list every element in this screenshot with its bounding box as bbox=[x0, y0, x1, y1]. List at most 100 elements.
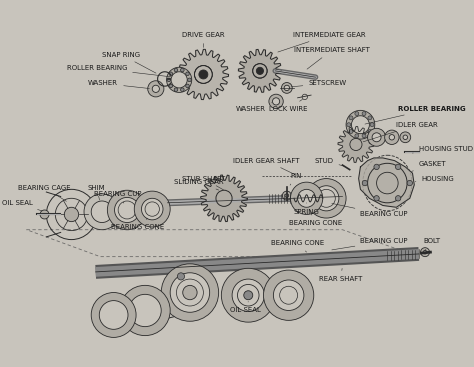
Text: BEARING CUP: BEARING CUP bbox=[94, 191, 142, 203]
Circle shape bbox=[199, 70, 208, 79]
Circle shape bbox=[291, 182, 323, 214]
Circle shape bbox=[181, 68, 184, 72]
Text: DRIVE GEAR: DRIVE GEAR bbox=[182, 32, 225, 47]
Circle shape bbox=[372, 133, 381, 142]
Circle shape bbox=[285, 194, 289, 197]
Circle shape bbox=[166, 67, 191, 92]
Circle shape bbox=[407, 180, 412, 186]
Text: BOLT: BOLT bbox=[423, 239, 440, 250]
Circle shape bbox=[141, 198, 163, 220]
Circle shape bbox=[370, 123, 374, 127]
Circle shape bbox=[181, 88, 184, 91]
Circle shape bbox=[374, 164, 379, 170]
Text: HOUSING STUD: HOUSING STUD bbox=[412, 146, 473, 153]
Circle shape bbox=[174, 88, 178, 91]
Circle shape bbox=[161, 264, 219, 321]
Circle shape bbox=[385, 130, 399, 145]
Circle shape bbox=[221, 268, 275, 322]
Circle shape bbox=[91, 201, 113, 222]
Circle shape bbox=[256, 67, 264, 75]
Circle shape bbox=[183, 286, 197, 300]
Text: INTERMEDIATE GEAR: INTERMEDIATE GEAR bbox=[278, 32, 365, 52]
Circle shape bbox=[174, 68, 178, 72]
Circle shape bbox=[368, 116, 372, 120]
Text: BEARING CUP: BEARING CUP bbox=[332, 239, 408, 250]
Circle shape bbox=[253, 63, 267, 78]
Circle shape bbox=[395, 196, 401, 201]
Circle shape bbox=[186, 72, 189, 76]
Text: HOUSING: HOUSING bbox=[415, 175, 454, 182]
Circle shape bbox=[40, 210, 49, 219]
Text: BEARING CUP: BEARING CUP bbox=[332, 203, 408, 218]
Circle shape bbox=[368, 128, 385, 146]
Circle shape bbox=[420, 248, 429, 257]
Circle shape bbox=[84, 194, 120, 230]
Circle shape bbox=[283, 191, 292, 200]
Circle shape bbox=[284, 85, 290, 91]
Circle shape bbox=[273, 280, 304, 310]
Circle shape bbox=[216, 190, 232, 206]
Circle shape bbox=[298, 189, 316, 207]
Text: BEARING CAGE: BEARING CAGE bbox=[18, 185, 71, 201]
Circle shape bbox=[177, 273, 184, 280]
Circle shape bbox=[400, 132, 410, 143]
Circle shape bbox=[362, 112, 366, 116]
Circle shape bbox=[232, 279, 264, 311]
Text: PIN: PIN bbox=[290, 173, 301, 185]
Circle shape bbox=[374, 196, 379, 201]
Polygon shape bbox=[338, 127, 374, 163]
Circle shape bbox=[99, 301, 128, 329]
Circle shape bbox=[167, 78, 171, 81]
Circle shape bbox=[264, 270, 314, 320]
Circle shape bbox=[152, 85, 159, 92]
Text: WASHER: WASHER bbox=[88, 80, 149, 88]
FancyBboxPatch shape bbox=[10, 19, 436, 348]
Circle shape bbox=[169, 84, 173, 88]
Text: STUD: STUD bbox=[315, 157, 344, 166]
Circle shape bbox=[389, 135, 394, 140]
Circle shape bbox=[355, 134, 359, 138]
Text: SETSCREW: SETSCREW bbox=[292, 80, 346, 87]
Circle shape bbox=[186, 84, 189, 88]
Circle shape bbox=[347, 123, 351, 127]
Text: REAR SHAFT: REAR SHAFT bbox=[319, 268, 363, 282]
Circle shape bbox=[148, 81, 164, 97]
Circle shape bbox=[351, 116, 369, 134]
Circle shape bbox=[91, 292, 136, 337]
Circle shape bbox=[346, 110, 375, 139]
Circle shape bbox=[423, 250, 427, 254]
Circle shape bbox=[395, 164, 401, 170]
Circle shape bbox=[120, 286, 170, 335]
Text: OIL SEAL: OIL SEAL bbox=[2, 200, 42, 211]
Text: SPRING: SPRING bbox=[294, 203, 319, 215]
Text: SLIDING GEAR: SLIDING GEAR bbox=[174, 179, 224, 190]
Polygon shape bbox=[201, 175, 247, 222]
Circle shape bbox=[368, 130, 372, 134]
Polygon shape bbox=[178, 49, 228, 99]
Circle shape bbox=[170, 273, 210, 312]
Text: IDLER GEAR: IDLER GEAR bbox=[363, 122, 438, 142]
Polygon shape bbox=[359, 158, 414, 207]
Circle shape bbox=[350, 138, 362, 150]
Circle shape bbox=[169, 72, 173, 76]
Circle shape bbox=[349, 130, 353, 134]
Circle shape bbox=[64, 207, 79, 222]
Circle shape bbox=[107, 190, 147, 230]
Text: LOCK WIRE: LOCK WIRE bbox=[269, 99, 308, 112]
Text: BEARING CONE: BEARING CONE bbox=[289, 210, 342, 226]
Circle shape bbox=[314, 186, 339, 211]
Circle shape bbox=[194, 66, 212, 83]
Text: OIL SEAL: OIL SEAL bbox=[230, 302, 261, 313]
Circle shape bbox=[349, 116, 353, 120]
Circle shape bbox=[134, 191, 170, 227]
Circle shape bbox=[273, 98, 280, 105]
Text: ROLLER BEARING: ROLLER BEARING bbox=[67, 65, 171, 77]
Text: SHIM: SHIM bbox=[88, 185, 105, 200]
Circle shape bbox=[269, 94, 283, 109]
Circle shape bbox=[171, 72, 187, 88]
Circle shape bbox=[355, 112, 359, 116]
Polygon shape bbox=[238, 50, 282, 92]
Text: STUB SHAFT: STUB SHAFT bbox=[182, 175, 225, 190]
Text: IDLER GEAR SHAFT: IDLER GEAR SHAFT bbox=[233, 157, 300, 175]
Circle shape bbox=[129, 294, 161, 327]
